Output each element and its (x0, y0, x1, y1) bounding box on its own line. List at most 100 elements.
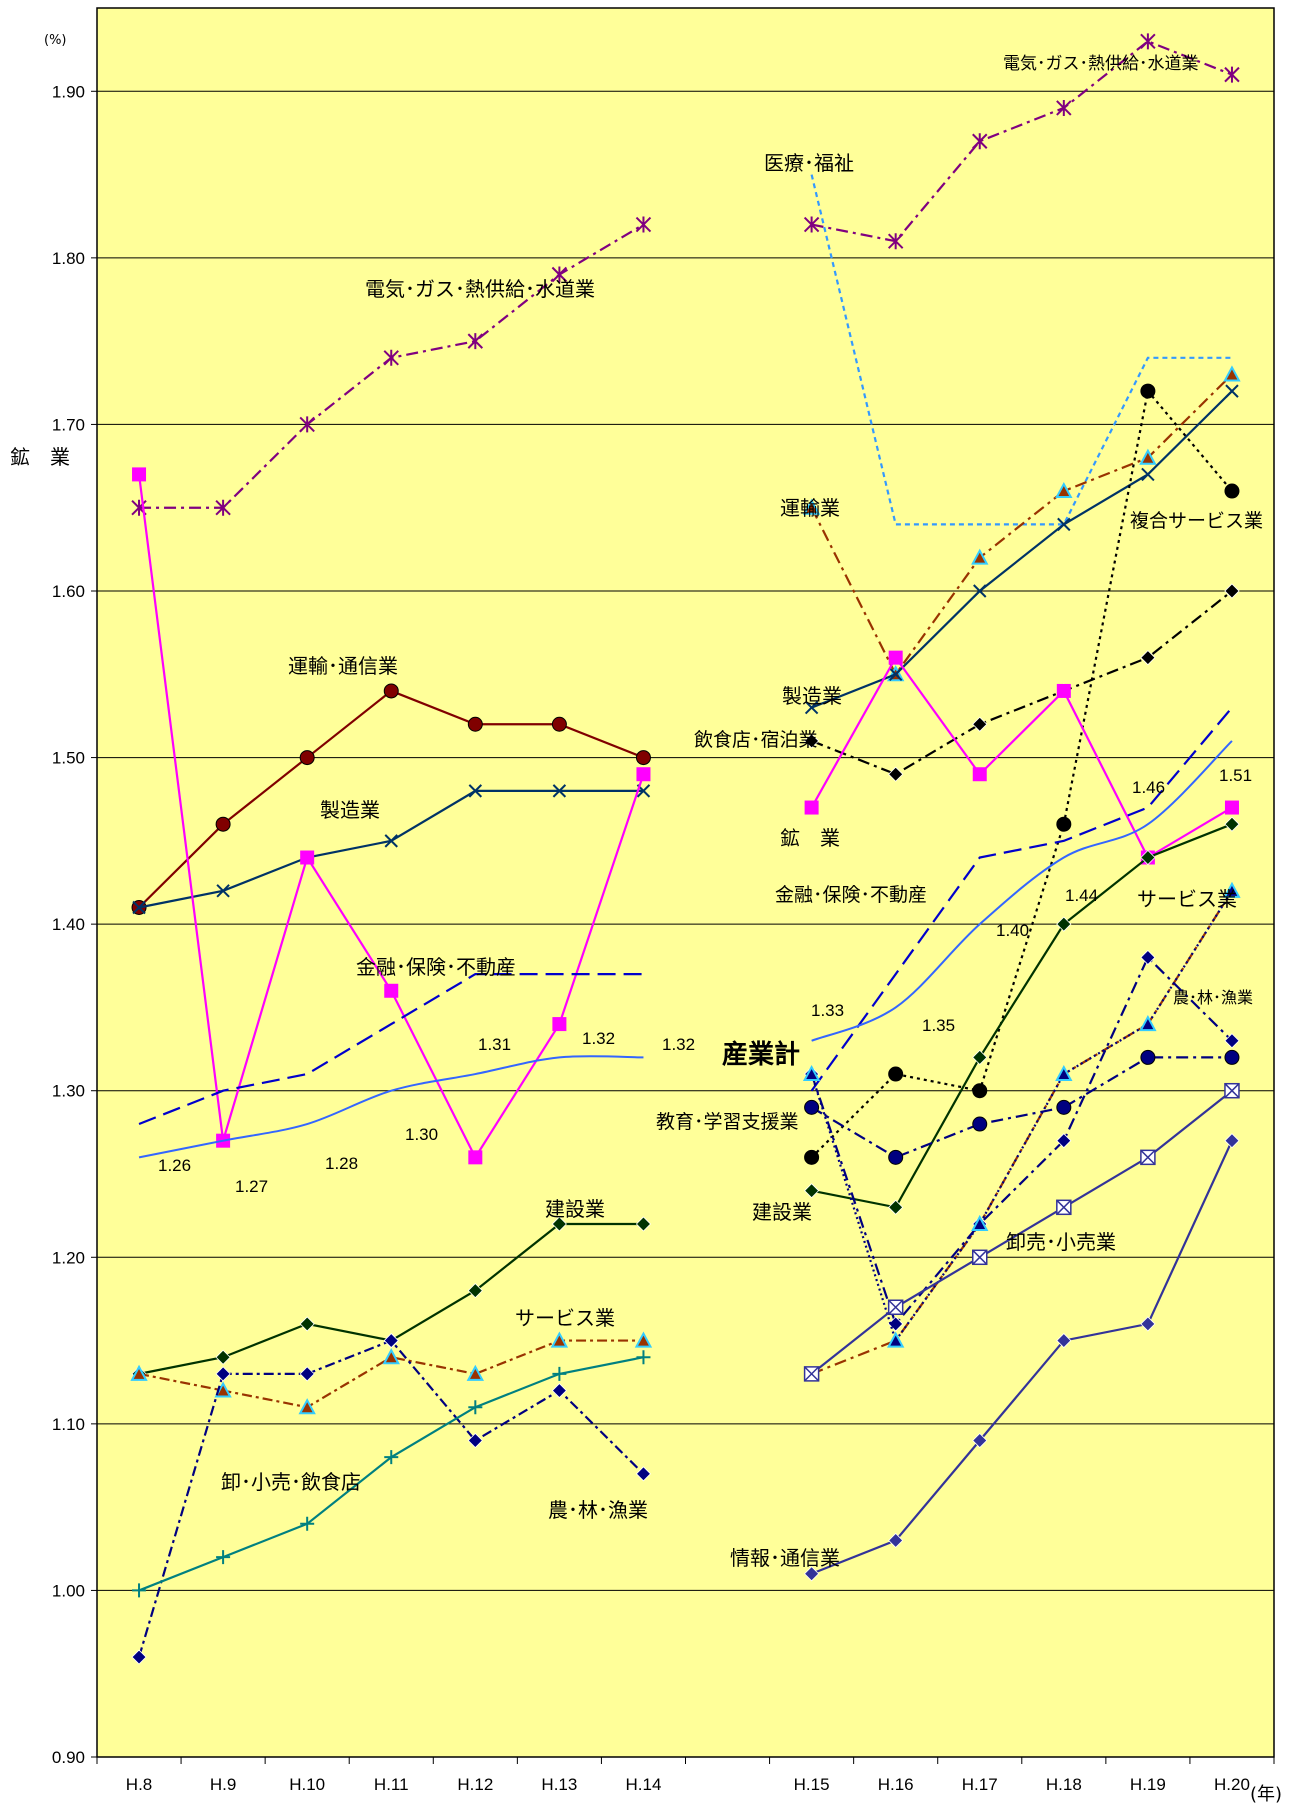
series-elec_new (803, 33, 1240, 250)
series-transport (802, 365, 1241, 682)
label-construction-left: 建設業 (545, 1197, 605, 1221)
data-point (972, 1116, 988, 1132)
series-service_old (130, 1331, 653, 1415)
data-point (300, 850, 315, 865)
data-point (804, 1149, 820, 1165)
data-point (299, 416, 315, 433)
series-compound (804, 383, 1240, 1165)
label-agri-left: 農･林･漁業 (548, 1498, 648, 1522)
y-tick-label: 1.40 (52, 915, 85, 934)
total-value-h9: 1.27 (235, 1177, 268, 1196)
data-point (551, 1382, 567, 1399)
label-construction-right: 建設業 (752, 1200, 812, 1224)
x-tick-label: H.9 (210, 1775, 236, 1794)
x-tick-label: H.10 (289, 1775, 325, 1794)
series-finance_old (138, 973, 644, 1126)
x-tick-label: H.15 (794, 1775, 830, 1794)
series-construction_new (804, 816, 1240, 1215)
data-point (1140, 33, 1156, 50)
data-point (804, 1566, 820, 1582)
x-tick-label: H.14 (626, 1775, 662, 1794)
data-point-cross (804, 1366, 820, 1382)
data-point (551, 1216, 567, 1232)
gridlines (97, 90, 1274, 1591)
series-info (804, 1133, 1240, 1582)
total-value-h11: 1.30 (405, 1125, 438, 1144)
data-point (1224, 816, 1240, 832)
data-point (215, 1366, 231, 1382)
x-tick-label: H.19 (1130, 1775, 1166, 1794)
y-axis-ticks: 0.90 1.00 1.10 1.20 1.30 1.40 1.50 1.60 1.70 1.80… (52, 82, 97, 1767)
x-unit-label: (年) (1250, 1784, 1282, 1804)
data-point-cross (1056, 1199, 1072, 1215)
data-point (467, 333, 484, 350)
series-line (810, 706, 1233, 1092)
data-point (216, 884, 230, 898)
data-point (635, 1216, 652, 1232)
series-mfg_new (804, 384, 1239, 715)
series-total_new (811, 740, 1233, 1042)
total-value-h12: 1.31 (478, 1035, 511, 1054)
data-point (467, 1283, 483, 1299)
data-point (971, 548, 989, 565)
series-agri_old (131, 1333, 652, 1665)
data-point (802, 1064, 821, 1082)
series-line (810, 955, 1233, 1327)
data-point (804, 1183, 820, 1199)
data-point (132, 1583, 147, 1598)
data-point (384, 834, 398, 848)
label-transport-communication: 運輸･通信業 (288, 654, 398, 678)
data-point (802, 498, 821, 515)
data-point (1139, 448, 1157, 465)
y-tick-label: 1.90 (52, 82, 85, 101)
label-food-lodging: 飲食店･宿泊業 (694, 729, 818, 751)
data-point-cross (1140, 1149, 1156, 1165)
data-point (299, 1366, 315, 1382)
data-point (1056, 1099, 1072, 1115)
data-point (384, 1450, 399, 1465)
label-all-industries: 産業計 (722, 1039, 800, 1070)
series-line (811, 40, 1233, 243)
total-value-h16: 1.35 (922, 1016, 955, 1035)
series-line (810, 1089, 1233, 1375)
series-line (138, 1055, 644, 1159)
data-point (1056, 683, 1071, 698)
data-point (635, 750, 651, 766)
total-value-h18: 1.44 (1065, 886, 1098, 905)
series-agri_new_tri (802, 881, 1241, 1348)
data-point (804, 1099, 820, 1115)
data-point (466, 1364, 484, 1381)
data-point (888, 1066, 904, 1082)
y-tick-label: 1.30 (52, 1082, 85, 1101)
data-point (131, 1649, 147, 1665)
data-point (215, 816, 231, 832)
y-tick-label: 1.10 (52, 1415, 85, 1434)
plot-area (96, 7, 1275, 1758)
x-tick-label: H.11 (374, 1775, 409, 1794)
data-point (972, 133, 988, 150)
data-point (550, 1331, 569, 1348)
series-line (810, 373, 1233, 677)
data-point (1140, 383, 1156, 399)
data-point (551, 266, 568, 283)
data-point (1140, 650, 1156, 666)
data-point (552, 1366, 567, 1381)
total-value-h13: 1.32 (582, 1029, 615, 1048)
series-line (811, 1056, 1232, 1159)
total-value-h8: 1.26 (158, 1156, 191, 1175)
series-education (804, 1049, 1240, 1165)
label-manufacturing-left: 製造業 (320, 798, 380, 822)
data-point (634, 1331, 653, 1348)
data-point (214, 1381, 232, 1398)
label-education: 教育･学習支援業 (656, 1111, 799, 1133)
data-point (551, 716, 567, 732)
series-line (810, 174, 1232, 526)
data-point (468, 1400, 483, 1415)
data-point (887, 233, 904, 250)
data-point (888, 1199, 904, 1215)
data-point-cross (972, 1249, 988, 1265)
y-tick-label: 0.90 (52, 1748, 85, 1767)
x-tick-label: H.8 (126, 1775, 152, 1794)
data-point (1224, 800, 1239, 815)
data-point (1225, 384, 1239, 398)
